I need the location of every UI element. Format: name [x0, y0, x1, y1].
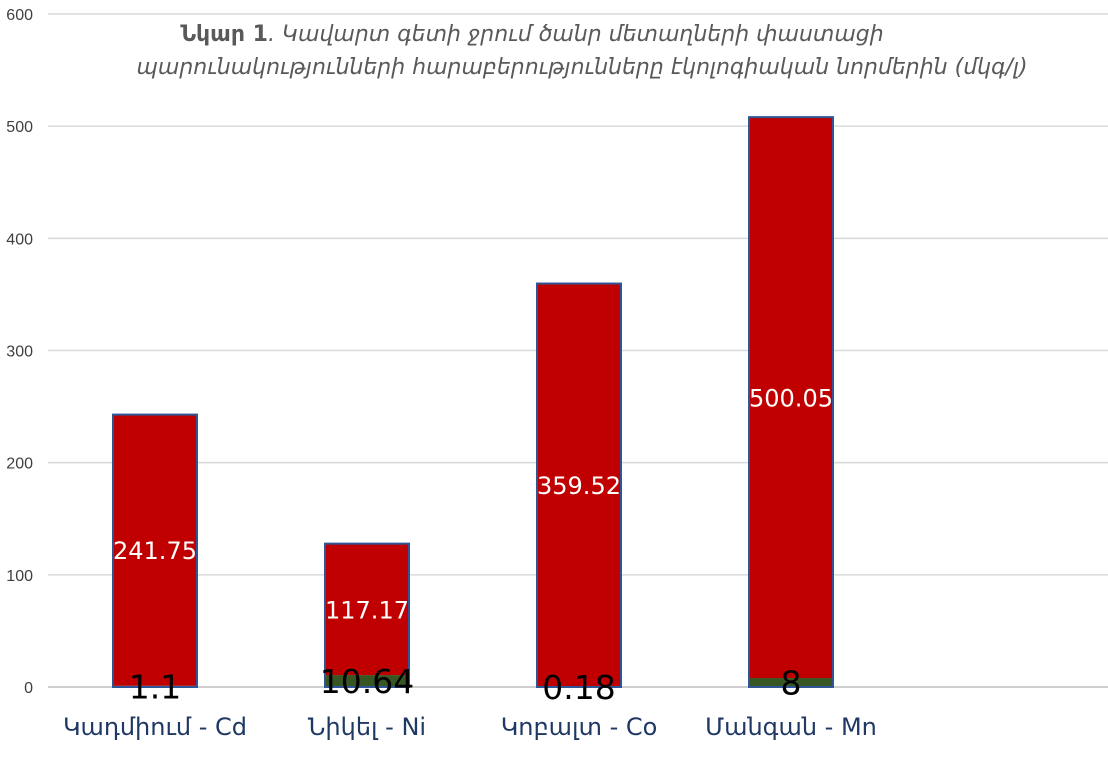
bar-segment-base	[749, 678, 833, 687]
x-category-label: Կադմիում - Cd	[63, 713, 247, 741]
chart-title-prefix: Նկար 1	[180, 22, 268, 47]
bar-segment-top	[749, 117, 833, 679]
bar-segment-top	[325, 543, 409, 676]
data-label-top: 359.52	[537, 472, 621, 500]
data-label-base: 8	[781, 664, 802, 703]
x-category-label: Կոբալտ - Co	[501, 713, 658, 741]
chart-title-line1: . Կավարտ գետի ջրում ծանր մետաղների փաստա…	[268, 22, 884, 47]
bar-outline	[536, 282, 622, 688]
bar-segment-top	[537, 283, 621, 687]
chart-title-line2: պարունակությունների հարաբերությունները է…	[136, 55, 1027, 80]
y-tick-label: 600	[6, 7, 33, 24]
data-label-top: 500.05	[749, 385, 833, 413]
x-axis-categories: Կադմիում - Cd Նիկել - Ni Կոբալտ - Co Մանգան…	[63, 713, 877, 741]
bar-outline	[748, 116, 834, 688]
data-label-base: 1.1	[129, 667, 181, 706]
data-label-base: 0.18	[542, 668, 615, 707]
y-tick-label: 300	[6, 344, 33, 361]
y-tick-label: 0	[24, 680, 33, 697]
bar-outline	[324, 542, 410, 688]
data-labels: 1.1 241.75 10.64 117.17 0.18 359.52 8 500.05	[113, 385, 833, 707]
chart-title: Նկար 1. Կավարտ գետի ջրում ծանր մետաղների…	[136, 22, 1027, 80]
bar-outline	[112, 413, 198, 688]
bars	[112, 116, 834, 688]
y-tick-label: 200	[6, 456, 33, 473]
svg-text:Նկար 1. Կավարտ գետի ջրում ծան: Նկար 1. Կավարտ գետի ջրում ծանր մետաղների…	[180, 22, 883, 47]
y-axis-ticks: 0 100 200 300 400 500 600	[6, 7, 33, 697]
bar-segment-base	[325, 675, 409, 687]
x-category-label: Մանգան - Mn	[705, 713, 877, 741]
data-label-top: 117.17	[325, 596, 409, 624]
y-tick-label: 100	[6, 568, 33, 585]
data-label-top: 241.75	[113, 537, 197, 565]
data-label-base: 10.64	[320, 662, 414, 701]
x-category-label: Նիկել - Ni	[308, 713, 426, 741]
y-tick-label: 400	[6, 231, 33, 248]
bar-segment-top	[113, 414, 197, 686]
y-tick-label: 500	[6, 119, 33, 136]
